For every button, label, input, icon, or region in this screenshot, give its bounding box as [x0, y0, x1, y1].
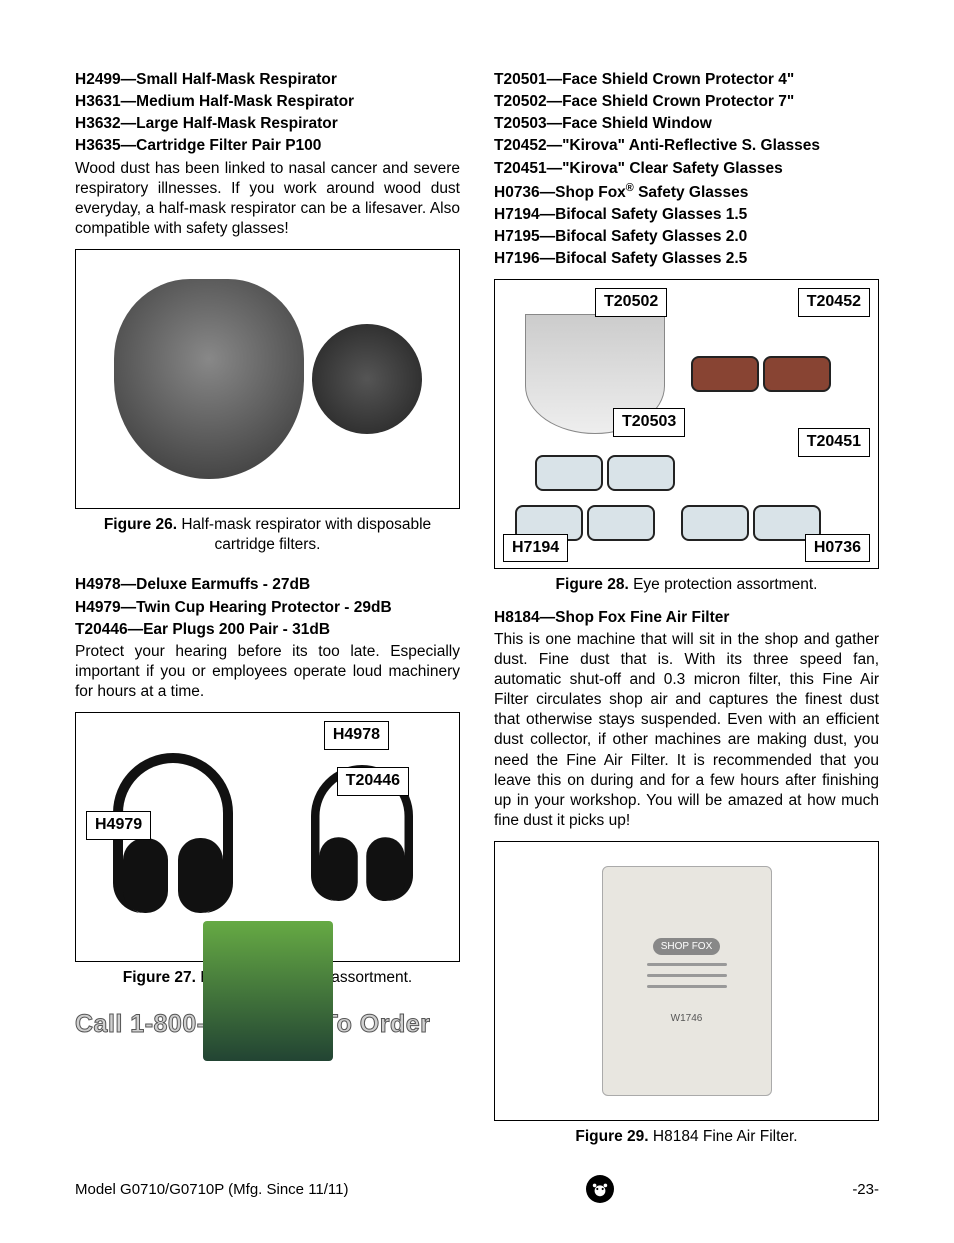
figure-number: Figure 27.	[123, 969, 196, 986]
figure-26-caption: Figure 26. Half-mask respirator with dis…	[75, 515, 460, 555]
respirator-heading-list: H2499—Small Half-Mask Respirator H3631—M…	[75, 70, 460, 157]
product-heading: H4978—Deluxe Earmuffs - 27dB	[75, 575, 460, 595]
product-heading: H7195—Bifocal Safety Glasses 2.0	[494, 227, 879, 247]
product-heading: H8184—Shop Fox Fine Air Filter	[494, 608, 879, 628]
product-heading: H3632—Large Half-Mask Respirator	[75, 114, 460, 134]
model-number: W1746	[671, 1012, 703, 1025]
glasses-icon	[535, 450, 675, 496]
respirator-icon	[114, 279, 304, 479]
product-heading: T20452—"Kirova" Anti-Reflective S. Glass…	[494, 136, 879, 156]
callout-label: H4978	[324, 721, 389, 750]
product-heading: T20446—Ear Plugs 200 Pair - 31dB	[75, 620, 460, 640]
hearing-heading-list: H4978—Deluxe Earmuffs - 27dB H4979—Twin …	[75, 575, 460, 639]
figure-29-box: SHOP FOX W1746	[494, 841, 879, 1121]
callout-label: H0736	[805, 534, 870, 563]
product-heading: T20501—Face Shield Crown Protector 4"	[494, 70, 879, 90]
product-heading: H4979—Twin Cup Hearing Protector - 29dB	[75, 598, 460, 618]
callout-label: T20503	[613, 408, 685, 437]
figure-29-caption: Figure 29. H8184 Fine Air Filter.	[494, 1127, 879, 1147]
product-heading: H0736—Shop Fox® Safety Glasses	[494, 181, 879, 203]
figure-28-caption: Figure 28. Eye protection assortment.	[494, 575, 879, 595]
product-heading: H7194—Bifocal Safety Glasses 1.5	[494, 205, 879, 225]
figure-number: Figure 29.	[575, 1128, 648, 1145]
figure-28-box: T20502 T20452 T20503 T20451 H7194 H0736	[494, 279, 879, 569]
figure-text: Half-mask respirator with disposable car…	[177, 516, 431, 553]
two-column-layout: H2499—Small Half-Mask Respirator H3631—M…	[75, 70, 879, 1147]
callout-label: H4979	[86, 811, 151, 840]
callout-label: T20451	[798, 428, 870, 457]
figure-27-box: H4978 T20446 H4979	[75, 712, 460, 962]
left-column: H2499—Small Half-Mask Respirator H3631—M…	[75, 70, 460, 1147]
footer-logo-icon	[586, 1175, 614, 1203]
product-heading: H3635—Cartridge Filter Pair P100	[75, 136, 460, 156]
product-heading: H2499—Small Half-Mask Respirator	[75, 70, 460, 90]
product-heading: T20451—"Kirova" Clear Safety Glasses	[494, 159, 879, 179]
callout-label: T20502	[595, 288, 667, 317]
callout-label: H7194	[503, 534, 568, 563]
cartridge-icon	[312, 324, 422, 434]
product-heading: T20503—Face Shield Window	[494, 114, 879, 134]
hearing-body: Protect your hearing before its too late…	[75, 642, 460, 702]
figure-text: Eye protection assortment.	[629, 576, 818, 593]
product-heading: H3631—Medium Half-Mask Respirator	[75, 92, 460, 112]
glasses-icon	[681, 500, 821, 546]
figure-26-box	[75, 249, 460, 509]
footer-model: Model G0710/G0710P (Mfg. Since 11/11)	[75, 1180, 349, 1200]
air-filter-body: This is one machine that will sit in the…	[494, 630, 879, 831]
respirator-body: Wood dust has been linked to nasal cance…	[75, 159, 460, 240]
product-heading: H7196—Bifocal Safety Glasses 2.5	[494, 249, 879, 269]
brand-badge: SHOP FOX	[653, 938, 721, 955]
page-footer: Model G0710/G0710P (Mfg. Since 11/11) -2…	[75, 1175, 879, 1203]
figure-text: H8184 Fine Air Filter.	[649, 1128, 798, 1145]
callout-label: T20452	[798, 288, 870, 317]
eye-heading-list: T20501—Face Shield Crown Protector 4" T2…	[494, 70, 879, 269]
figure-number: Figure 26.	[104, 516, 177, 533]
earplug-box-icon	[203, 921, 333, 1061]
figure-number: Figure 28.	[556, 576, 629, 593]
callout-label: T20446	[337, 767, 409, 796]
product-heading: T20502—Face Shield Crown Protector 7"	[494, 92, 879, 112]
glasses-icon	[691, 351, 831, 397]
right-column: T20501—Face Shield Crown Protector 4" T2…	[494, 70, 879, 1147]
air-filter-icon: SHOP FOX W1746	[602, 866, 772, 1096]
footer-page-number: -23-	[852, 1180, 879, 1200]
